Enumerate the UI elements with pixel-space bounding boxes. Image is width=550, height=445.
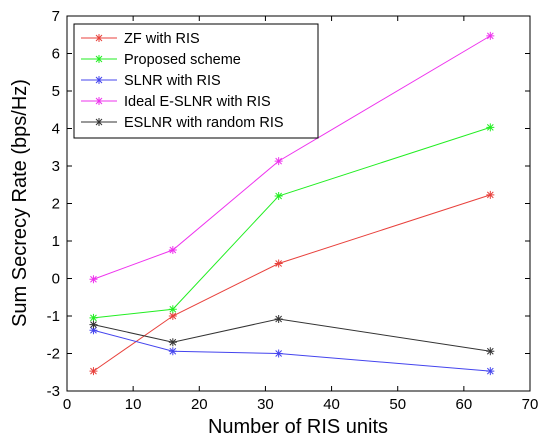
y-tick-label: 2 [52, 196, 60, 213]
legend: ZF with RIS Proposed scheme SLNR with RIS I… [73, 23, 319, 139]
legend-items: ZF with RIS Proposed scheme SLNR with RIS I… [81, 31, 284, 131]
legend-item-4: ESLNR with random RIS [81, 115, 284, 131]
y-tick-label: 5 [52, 83, 60, 100]
legend-item-1: Proposed scheme [81, 52, 241, 68]
data-point-marker [168, 347, 177, 356]
legend-marker [95, 55, 103, 63]
legend-marker [95, 76, 103, 84]
legend-label: SLNR with RIS [124, 73, 221, 89]
data-point-marker [486, 347, 495, 356]
series-4 [89, 315, 495, 356]
x-tick-label: 0 [63, 396, 71, 413]
series-3 [89, 31, 495, 284]
legend-marker [95, 97, 103, 105]
y-tick-label: 7 [52, 8, 60, 25]
data-point-marker [89, 313, 98, 322]
data-point-marker [274, 259, 283, 268]
y-tick-label: 3 [52, 158, 60, 175]
data-point-marker [89, 367, 98, 376]
x-tick-label: 30 [257, 396, 274, 413]
legend-box [73, 23, 319, 139]
axis-ticks: 0 10 20 30 40 50 60 70 -3 -2 -1 0 1 2 3 4 5 6 7 [47, 8, 539, 413]
y-tick-label: -3 [47, 383, 60, 400]
data-point-marker [274, 349, 283, 358]
y-axis-label: Sum Secrecy Rate (bps/Hz) [9, 79, 31, 327]
y-tick-label: 0 [52, 271, 60, 288]
legend-marker [95, 118, 103, 126]
legend-label: ZF with RIS [124, 31, 200, 47]
data-point-marker [168, 305, 177, 314]
y-tick-label: -1 [47, 308, 60, 325]
x-tick-label: 10 [125, 396, 142, 413]
legend-marker [95, 34, 103, 42]
data-point-marker [274, 315, 283, 323]
data-point-marker [168, 338, 177, 347]
data-point-marker [274, 157, 283, 166]
legend-label: Ideal E-SLNR with RIS [124, 94, 271, 110]
data-point-marker [486, 123, 495, 132]
data-point-marker [89, 320, 98, 329]
x-tick-label: 20 [191, 396, 208, 413]
series-line [93, 35, 491, 280]
legend-item-2: SLNR with RIS [81, 73, 221, 89]
legend-item-0: ZF with RIS [81, 31, 200, 47]
y-tick-label: 1 [52, 233, 60, 250]
x-tick-label: 50 [389, 396, 406, 413]
series-line [93, 194, 491, 372]
series-2 [89, 326, 495, 376]
y-tick-label: 4 [52, 121, 60, 138]
series-0 [89, 190, 495, 376]
legend-label: Proposed scheme [124, 52, 241, 68]
data-point-marker [274, 192, 283, 200]
x-tick-label: 40 [323, 396, 340, 413]
x-axis-label: Number of RIS units [208, 416, 388, 438]
data-point-marker [486, 190, 495, 199]
x-tick-label: 70 [522, 396, 539, 413]
x-tick-label: 60 [456, 396, 473, 413]
data-point-marker [168, 246, 177, 254]
series-lines [89, 31, 495, 376]
data-point-marker [168, 312, 177, 320]
series-line [93, 318, 491, 352]
legend-item-3: Ideal E-SLNR with RIS [81, 94, 271, 110]
series-line [93, 126, 491, 319]
data-point-marker [89, 275, 98, 284]
data-point-marker [486, 31, 495, 40]
series-line [93, 329, 491, 372]
y-tick-label: 6 [52, 46, 60, 63]
y-tick-label: -2 [47, 346, 60, 363]
series-1 [89, 123, 495, 322]
legend-label: ESLNR with random RIS [124, 115, 284, 131]
data-point-marker [486, 367, 495, 376]
